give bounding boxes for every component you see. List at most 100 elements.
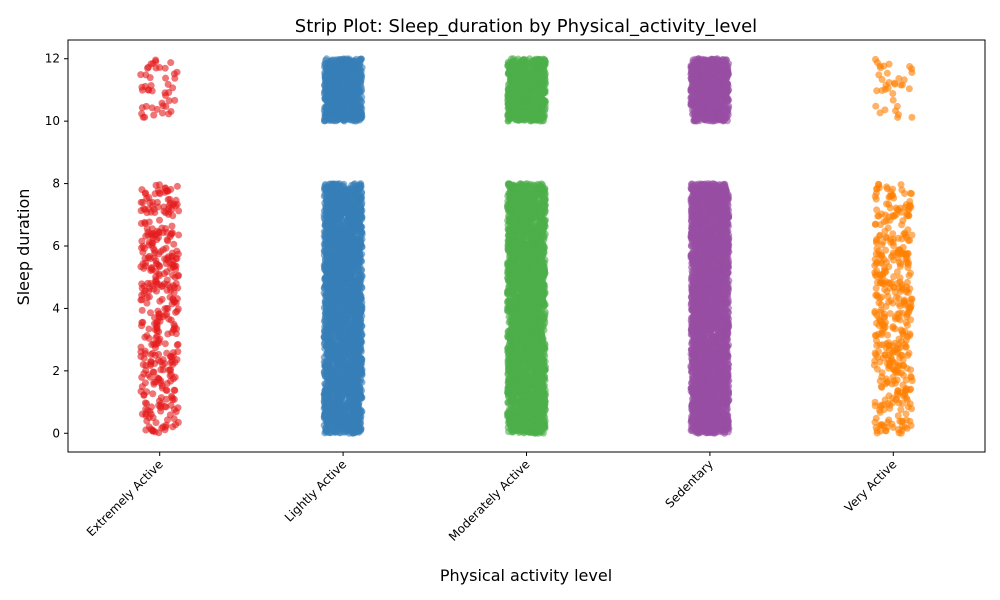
data-point bbox=[152, 260, 160, 268]
data-point bbox=[167, 107, 175, 115]
data-point bbox=[150, 378, 158, 386]
data-point bbox=[155, 216, 163, 224]
data-points-layer bbox=[137, 55, 916, 437]
data-point bbox=[164, 330, 172, 338]
data-point bbox=[149, 59, 157, 67]
data-point bbox=[166, 259, 174, 267]
data-point bbox=[142, 410, 150, 418]
data-point bbox=[147, 410, 155, 418]
data-point bbox=[171, 322, 179, 330]
data-point bbox=[138, 291, 146, 299]
data-point bbox=[159, 356, 167, 364]
data-point bbox=[143, 332, 151, 340]
data-point bbox=[141, 219, 149, 227]
data-point bbox=[149, 426, 157, 434]
data-point bbox=[145, 194, 153, 201]
data-point bbox=[167, 59, 175, 67]
data-point bbox=[166, 195, 174, 203]
data-point bbox=[146, 199, 154, 207]
data-point bbox=[157, 377, 165, 385]
data-point bbox=[151, 209, 159, 217]
data-point bbox=[151, 249, 159, 257]
data-point bbox=[357, 55, 365, 63]
data-point bbox=[153, 340, 161, 348]
data-point bbox=[143, 399, 151, 407]
data-point bbox=[158, 295, 166, 303]
data-point bbox=[174, 348, 182, 356]
data-point bbox=[138, 306, 146, 314]
data-point bbox=[159, 366, 167, 374]
data-point bbox=[143, 293, 151, 301]
data-point bbox=[336, 180, 344, 188]
data-point bbox=[147, 403, 155, 411]
data-point bbox=[172, 279, 180, 287]
data-point bbox=[167, 264, 175, 272]
data-point bbox=[167, 401, 175, 409]
data-point bbox=[146, 74, 154, 82]
data-point bbox=[155, 270, 163, 278]
data-point bbox=[171, 74, 179, 82]
data-point bbox=[154, 307, 162, 315]
data-point bbox=[163, 304, 171, 312]
data-point bbox=[173, 341, 181, 349]
data-point bbox=[139, 198, 147, 206]
data-point bbox=[168, 392, 176, 400]
data-point bbox=[175, 207, 183, 215]
data-point bbox=[342, 55, 350, 63]
data-point bbox=[171, 96, 179, 104]
data-point bbox=[166, 284, 174, 292]
data-point bbox=[162, 395, 170, 403]
data-point bbox=[159, 246, 167, 254]
data-point bbox=[144, 279, 152, 287]
data-point bbox=[150, 368, 158, 376]
data-point bbox=[139, 361, 147, 369]
data-point bbox=[172, 421, 180, 429]
data-point bbox=[139, 242, 147, 250]
data-point bbox=[152, 181, 160, 189]
data-point bbox=[163, 387, 171, 395]
data-point bbox=[150, 111, 158, 119]
data-point bbox=[146, 362, 154, 369]
data-point bbox=[152, 231, 160, 239]
data-point bbox=[175, 231, 183, 239]
data-point bbox=[151, 190, 159, 198]
data-point bbox=[170, 240, 178, 248]
data-point bbox=[164, 210, 172, 218]
data-point bbox=[138, 86, 146, 94]
data-point bbox=[140, 354, 148, 362]
data-point bbox=[142, 232, 150, 240]
data-point bbox=[169, 360, 177, 368]
data-point bbox=[171, 386, 179, 394]
data-point bbox=[141, 205, 149, 213]
data-point bbox=[174, 305, 182, 313]
chart-title: Strip Plot: Sleep_duration by Physical_a… bbox=[295, 16, 757, 37]
data-point bbox=[170, 415, 178, 423]
data-point bbox=[166, 293, 174, 301]
data-point bbox=[164, 80, 172, 88]
data-point bbox=[173, 68, 181, 76]
data-point bbox=[159, 313, 167, 321]
data-point bbox=[159, 423, 167, 431]
data-point bbox=[138, 110, 146, 118]
data-point bbox=[169, 271, 177, 279]
data-point bbox=[151, 320, 159, 328]
data-point bbox=[137, 71, 145, 79]
data-point bbox=[165, 315, 173, 323]
data-point bbox=[144, 63, 152, 71]
data-point bbox=[147, 351, 155, 359]
data-point bbox=[323, 55, 331, 63]
data-point bbox=[162, 74, 170, 82]
data-point bbox=[169, 375, 177, 383]
data-point bbox=[143, 388, 151, 396]
series-moderately-active bbox=[504, 55, 549, 437]
data-point bbox=[158, 224, 166, 232]
data-point bbox=[141, 347, 149, 355]
data-point bbox=[155, 350, 163, 358]
data-point bbox=[142, 102, 150, 110]
data-point bbox=[174, 272, 182, 280]
data-point bbox=[162, 92, 170, 100]
data-point bbox=[173, 182, 181, 190]
data-point bbox=[147, 82, 155, 90]
